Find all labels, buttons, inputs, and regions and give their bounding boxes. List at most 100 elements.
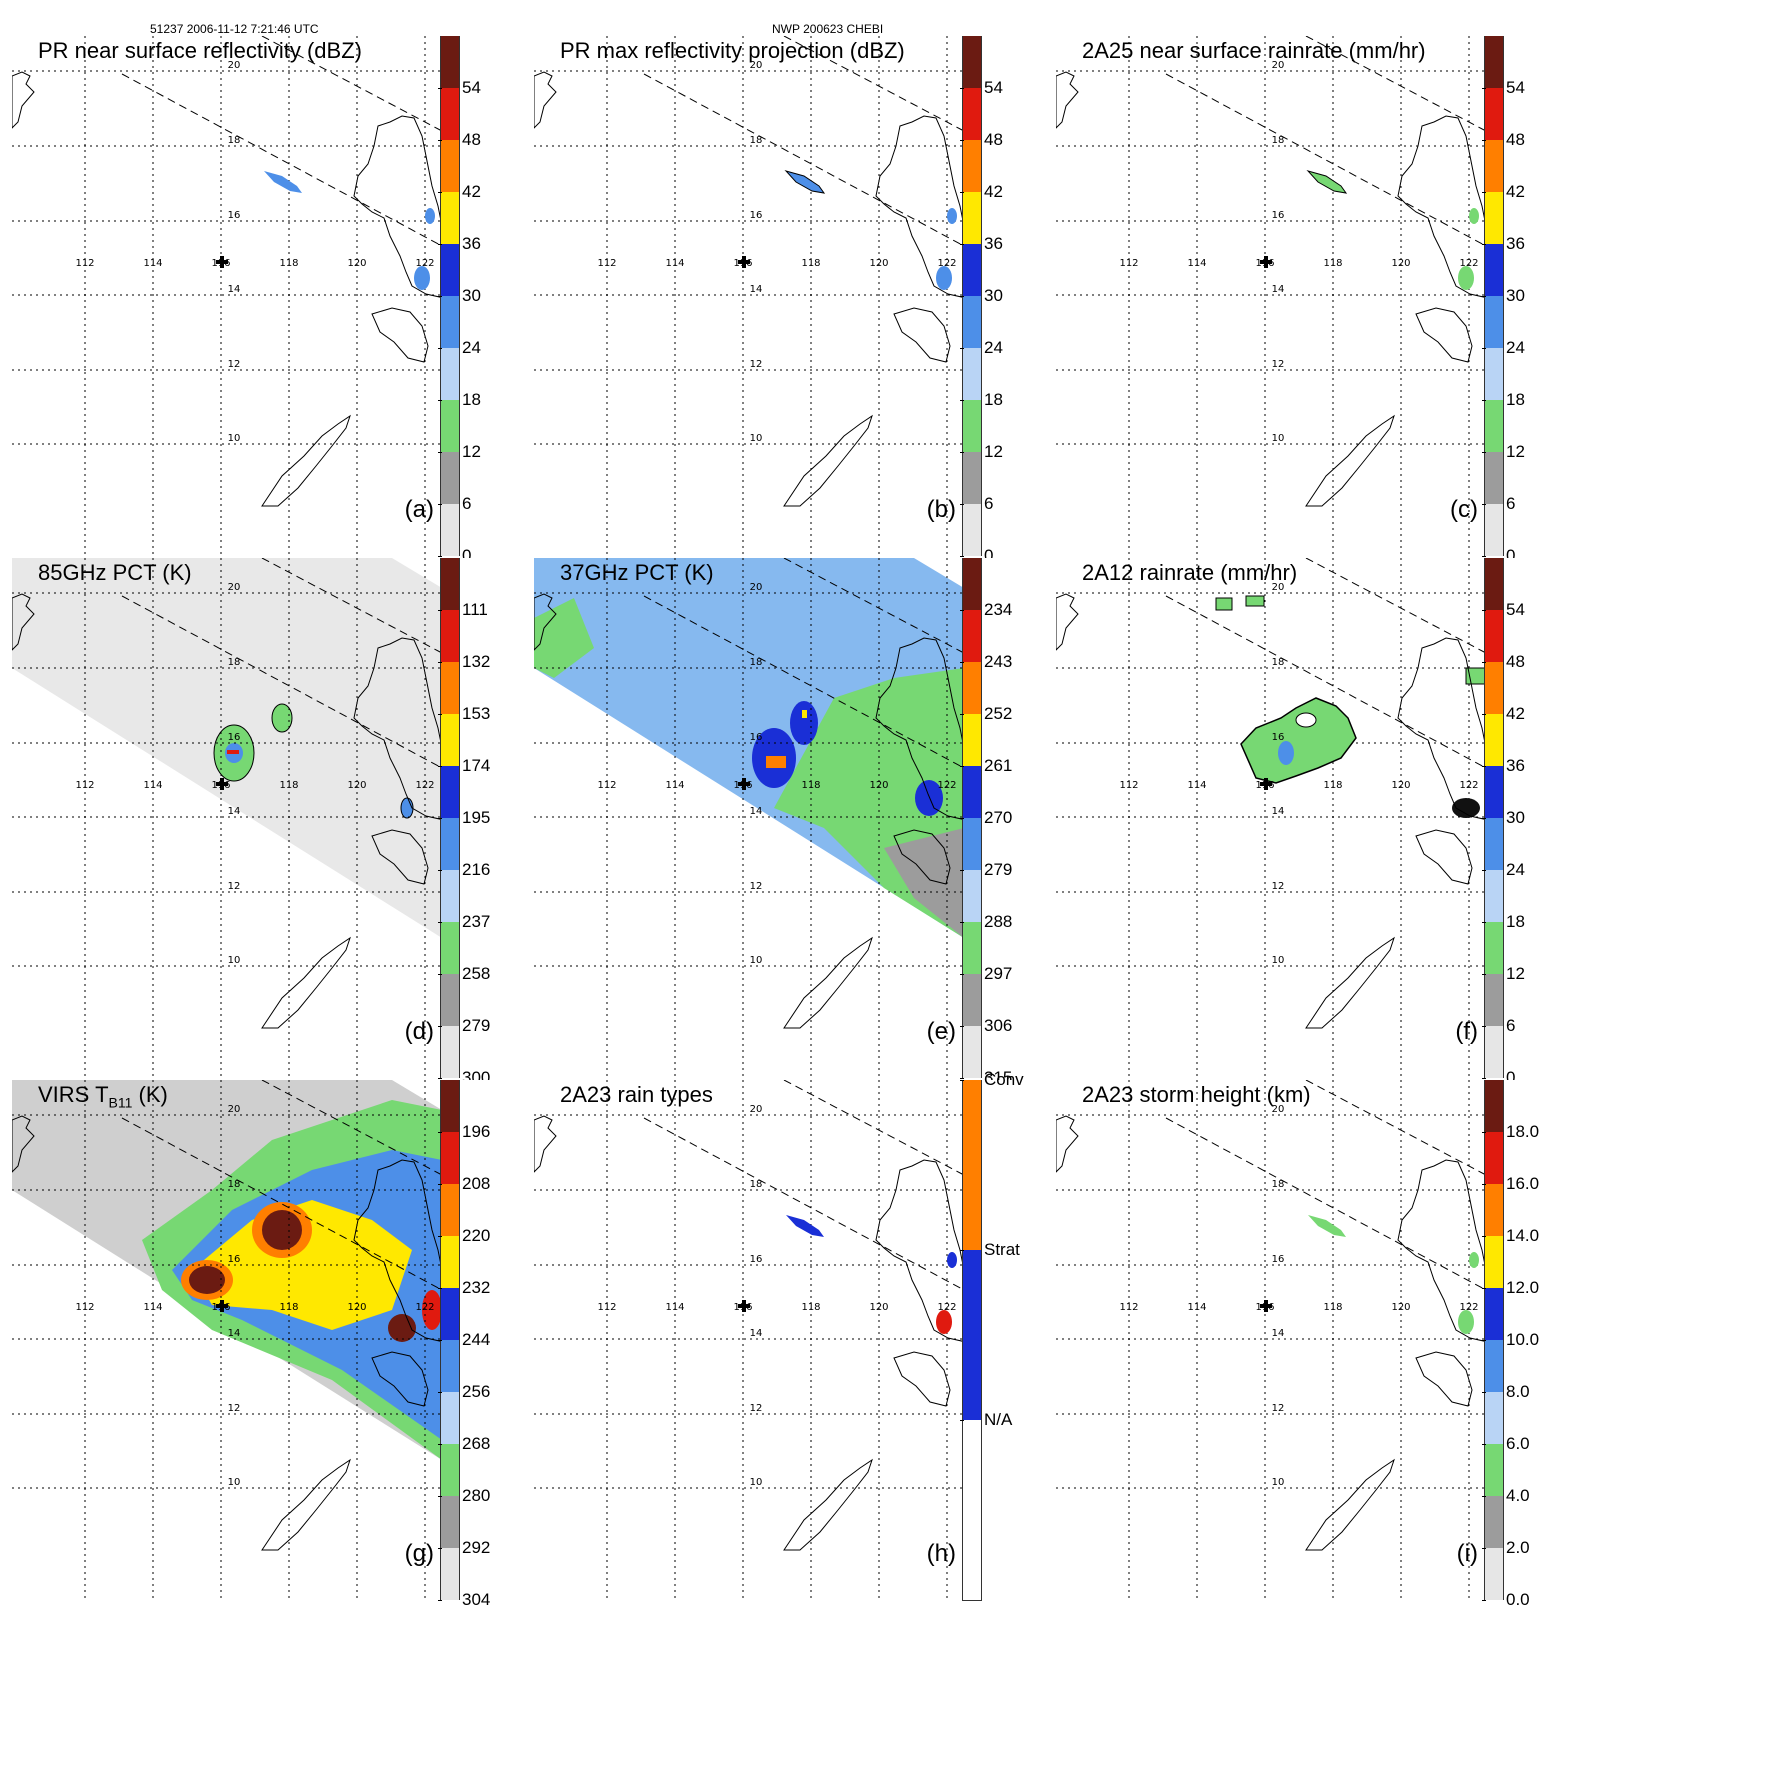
storm-center-marker (216, 1300, 228, 1312)
latitude-label: 20 (750, 1104, 763, 1115)
colorbar-tick-label: 243 (959, 652, 1013, 671)
panel-title: 37GHz PCT (K) (560, 560, 714, 585)
coastline (875, 1159, 964, 1343)
colorbar-segment (440, 140, 460, 192)
panel-title: 2A23 storm height (km) (1082, 1082, 1311, 1107)
rain-cell (414, 266, 430, 290)
colorbar-segment (440, 870, 460, 922)
rain-area (1452, 798, 1480, 818)
colorbar-tick-label: 261 (959, 756, 1013, 775)
colorbar-segment (1484, 296, 1504, 348)
colorbar-tick-label: 0.0 (1482, 1590, 1530, 1609)
colorbar-segment (962, 610, 982, 662)
rain-cell (1458, 1310, 1474, 1334)
map-svg: 112 114 116 118 120 122 20 18 16 14 12 10 (1056, 558, 1486, 1078)
panel-title: 2A12 rainrate (mm/hr) (1082, 560, 1298, 585)
swath-edge (261, 36, 442, 132)
coastline (1056, 593, 1079, 651)
map-panel: 112 114 116 118 120 122 20 18 16 14 12 10 2A23 storm… (1056, 1080, 1539, 1609)
latitude-label: 16 (228, 1254, 241, 1265)
coastline (1397, 115, 1486, 299)
storm-center-marker (216, 778, 228, 790)
colorbar-tick-label: 30 (1482, 808, 1525, 827)
colorbar-tick-label: 304 (437, 1590, 491, 1609)
colorbar-tick-label: N/A (959, 1410, 1013, 1429)
colorbar-tick-label: 30 (960, 286, 1003, 305)
colorbar-segment (440, 1132, 460, 1184)
colorbar-tick-label: 42 (960, 182, 1003, 201)
latitude-label: 16 (228, 210, 241, 221)
colorbar: 111 132 153 174 195 216 237 258 279 300 (437, 558, 490, 1087)
panel-label: (a) (404, 496, 434, 523)
storm-center-marker (738, 256, 750, 268)
colorbar-tick-label: 30 (438, 286, 481, 305)
coastline (534, 1115, 557, 1173)
longitude-label: 120 (347, 258, 366, 269)
colorbar-segment (1484, 1496, 1504, 1548)
coastline (353, 115, 442, 299)
colorbar-tick-label: 30 (1482, 286, 1525, 305)
colorbar-segment (1484, 1236, 1504, 1288)
longitude-label: 112 (75, 1302, 94, 1313)
rain-band (264, 171, 302, 193)
latitude-label: 20 (750, 60, 763, 71)
colorbar-segment (962, 244, 982, 296)
longitude-label: 112 (597, 1302, 616, 1313)
rain-cell (947, 208, 957, 224)
latitude-label: 12 (228, 881, 241, 892)
longitude-label: 116 (211, 1302, 230, 1313)
latitude-label: 12 (750, 881, 763, 892)
latitude-label: 18 (750, 657, 763, 668)
colorbar: 18.0 16.0 14.0 12.0 10.0 8.0 6.0 4.0 2.0 0.0 (1481, 1080, 1539, 1609)
longitude-label: 112 (1119, 1302, 1138, 1313)
swath-edge (1305, 36, 1486, 132)
colorbar-segment (1484, 558, 1504, 610)
panel-title: VIRS TB11 (K) (38, 1082, 168, 1110)
rain-cell (1469, 1252, 1479, 1268)
rain-area (1240, 697, 1357, 784)
colorbar-tick-label: 2.0 (1482, 1538, 1530, 1557)
latitude-label: 12 (1272, 359, 1285, 370)
panel-title: 2A23 rain types (560, 1082, 713, 1107)
swath-edge (1165, 595, 1486, 769)
swath-edge (121, 1117, 442, 1291)
colorbar-segment (1484, 1288, 1504, 1340)
map-area: 112 114 116 118 120 122 20 18 16 14 12 10 (12, 1080, 492, 1600)
colorbar-tick-label: 24 (960, 338, 1003, 357)
colorbar-segment (440, 1080, 460, 1132)
longitude-label: 118 (279, 258, 298, 269)
latitude-label: 16 (1272, 210, 1285, 221)
coastline (783, 1458, 873, 1551)
latitude-label: 10 (228, 433, 241, 444)
longitude-label: 120 (347, 780, 366, 791)
rain-band (786, 1215, 824, 1237)
latitude-label: 20 (1272, 60, 1285, 71)
cold-cloud-top (189, 1266, 225, 1294)
colorbar-tick-label: 111 (438, 600, 488, 619)
colorbar-segment (1484, 974, 1504, 1026)
colorbar-tick-label: 36 (960, 234, 1003, 253)
longitude-label: 114 (143, 1302, 162, 1313)
latitude-label: 16 (750, 1254, 763, 1265)
latitude-label: 18 (750, 1179, 763, 1190)
swath-edge (783, 1080, 964, 1176)
coastline (893, 307, 951, 363)
colorbar-segment (440, 1392, 460, 1444)
panel-title-subscript: B11 (108, 1094, 133, 1111)
colorbar-segment (962, 714, 982, 766)
cold-core (915, 780, 943, 816)
longitude-label: 118 (801, 780, 820, 791)
colorbar-segment (962, 400, 982, 452)
panel-title: PR near surface reflectivity (dBZ) (38, 38, 362, 63)
colorbar-segment (962, 1420, 982, 1601)
latitude-label: 20 (750, 582, 763, 593)
colorbar: 54 48 42 36 30 24 18 12 6 0 (958, 36, 1003, 565)
longitude-label: 118 (801, 258, 820, 269)
cold-cloud-top (262, 1210, 302, 1250)
rain-cell (947, 1252, 957, 1268)
longitude-label: 118 (1323, 1302, 1342, 1313)
latitude-label: 14 (750, 284, 763, 295)
storm-center-marker (1260, 778, 1272, 790)
map-svg: 112 114 116 118 120 122 20 18 16 14 12 10 (534, 36, 964, 556)
colorbar-tick-label: 18 (1482, 390, 1525, 409)
